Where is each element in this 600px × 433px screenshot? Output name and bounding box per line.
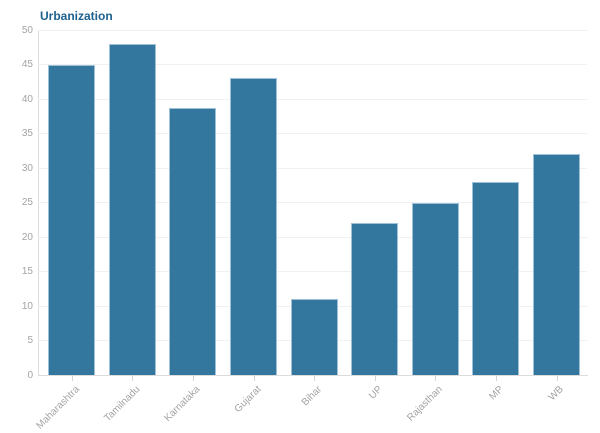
y-axis-label: 20 bbox=[21, 231, 33, 243]
x-axis-tick bbox=[71, 376, 73, 381]
bar-bihar[interactable] bbox=[290, 299, 338, 375]
bar-tamilnadu[interactable] bbox=[108, 43, 156, 375]
x-axis-tick bbox=[495, 376, 497, 381]
y-axis-label: 30 bbox=[21, 162, 33, 174]
bar-maharashtra[interactable] bbox=[48, 64, 96, 375]
gridline bbox=[38, 64, 587, 65]
y-axis-label: 10 bbox=[21, 300, 33, 312]
y-axis-label: 5 bbox=[27, 335, 33, 346]
x-axis-label-text: Rajasthan bbox=[405, 384, 446, 424]
x-axis-tick bbox=[132, 376, 134, 381]
plot-area bbox=[38, 29, 587, 375]
x-axis-label-text: Bihar bbox=[299, 384, 324, 409]
y-axis-label: 35 bbox=[21, 128, 33, 139]
x-axis-label-text: Tamilnadu bbox=[102, 384, 143, 425]
x-axis-label-text: WB bbox=[547, 384, 567, 404]
gridline bbox=[38, 133, 587, 134]
x-axis-tick bbox=[192, 376, 194, 381]
y-axis-label: 25 bbox=[21, 197, 33, 208]
chart-title: Urbanization bbox=[40, 9, 113, 23]
y-axis-line bbox=[38, 30, 39, 376]
gridline bbox=[38, 29, 587, 31]
gridline bbox=[38, 167, 587, 169]
x-axis-tick bbox=[253, 376, 255, 381]
y-axis-label: 15 bbox=[21, 266, 33, 277]
y-axis-label: 50 bbox=[21, 24, 33, 36]
y-axis-label: 0 bbox=[27, 369, 33, 381]
x-axis-label-text: UP bbox=[366, 384, 385, 402]
x-axis-tick bbox=[314, 376, 316, 381]
x-axis-label-text: Gujarat bbox=[232, 384, 264, 415]
x-axis-label-text: Maharashtra bbox=[33, 384, 82, 432]
x-axis-label-text: Karnataka bbox=[162, 384, 203, 425]
x-axis-label-text: MP bbox=[487, 384, 506, 403]
x-axis-tick bbox=[556, 376, 558, 381]
gridline bbox=[38, 98, 587, 100]
x-axis-line bbox=[38, 375, 588, 376]
gridline bbox=[38, 236, 587, 238]
bar-up[interactable] bbox=[351, 223, 399, 375]
gridline bbox=[38, 271, 587, 272]
y-axis-label: 40 bbox=[21, 93, 33, 105]
y-axis-label: 45 bbox=[21, 59, 33, 70]
x-axis-tick bbox=[374, 376, 376, 381]
bar-karnataka[interactable] bbox=[169, 107, 217, 375]
bar-rajasthan[interactable] bbox=[411, 202, 459, 375]
bar-mp[interactable] bbox=[472, 181, 520, 375]
x-axis-tick bbox=[435, 376, 437, 381]
bar-gujarat[interactable] bbox=[230, 78, 277, 375]
bar-wb[interactable] bbox=[533, 154, 580, 375]
gridline bbox=[38, 202, 587, 203]
